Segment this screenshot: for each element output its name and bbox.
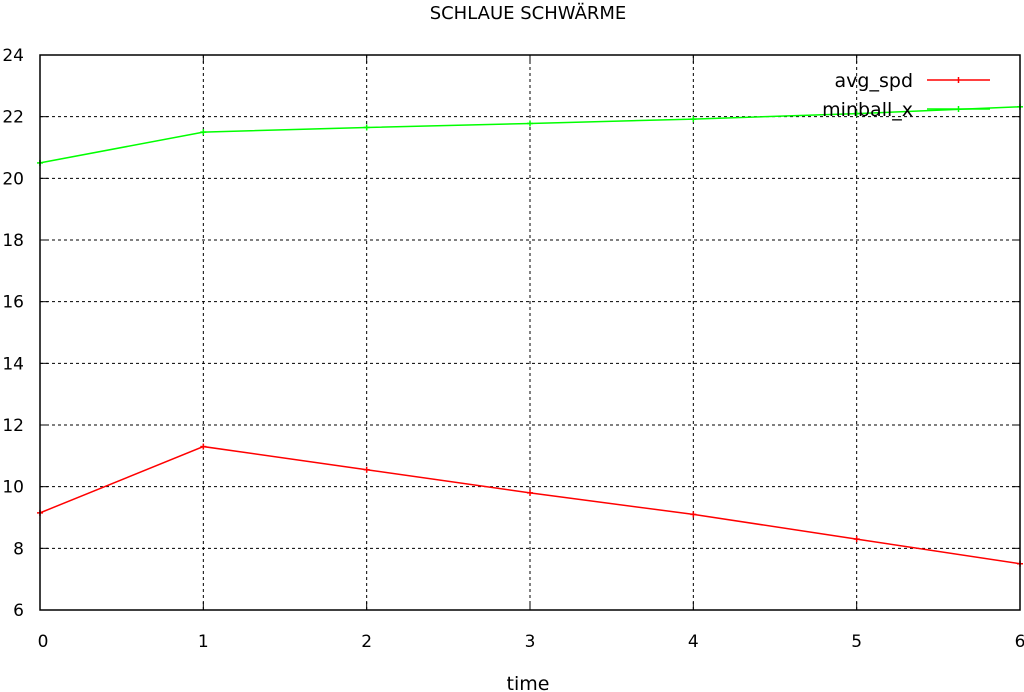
- data-point-minball_x: [853, 110, 860, 117]
- data-point-avg_spd: [527, 489, 533, 496]
- x-tick-label: 4: [688, 632, 699, 652]
- x-axis-label: time: [507, 673, 550, 692]
- x-tick-label: 1: [198, 632, 209, 652]
- data-point-avg_spd: [690, 511, 697, 518]
- legend-label-minball_x: minball_x: [822, 99, 913, 121]
- y-tick-label: 12: [2, 416, 24, 436]
- data-point-avg_spd: [853, 536, 860, 543]
- legend-label-avg_spd: avg_spd: [835, 70, 913, 92]
- y-tick-label: 20: [2, 169, 24, 189]
- x-tick-label: 3: [525, 632, 536, 652]
- y-tick-label: 6: [13, 601, 24, 621]
- data-point-minball_x: [527, 120, 533, 127]
- x-tick-label: 6: [1015, 632, 1024, 652]
- y-tick-label: 10: [2, 478, 24, 498]
- data-point-minball_x: [690, 116, 697, 123]
- y-tick-label: 18: [2, 231, 24, 251]
- y-tick-label: 16: [2, 293, 24, 313]
- x-tick-label: 0: [38, 632, 49, 652]
- series-layer: [37, 103, 1023, 567]
- grid: [40, 55, 1020, 610]
- data-point-minball_x: [363, 124, 370, 131]
- legend: avg_spd minball_x: [822, 70, 990, 121]
- y-tick-label: 8: [13, 539, 24, 559]
- y-tick-label: 22: [2, 108, 24, 128]
- x-tick-label: 5: [851, 632, 862, 652]
- x-tick-label: 2: [361, 632, 372, 652]
- y-tick-label: 14: [2, 354, 24, 374]
- chart-title: SCHLAUE SCHWÄRME: [430, 3, 627, 24]
- data-point-minball_x: [200, 129, 207, 136]
- y-tick-label: 24: [2, 46, 24, 66]
- data-point-avg_spd: [363, 466, 370, 473]
- data-point-avg_spd: [200, 443, 207, 450]
